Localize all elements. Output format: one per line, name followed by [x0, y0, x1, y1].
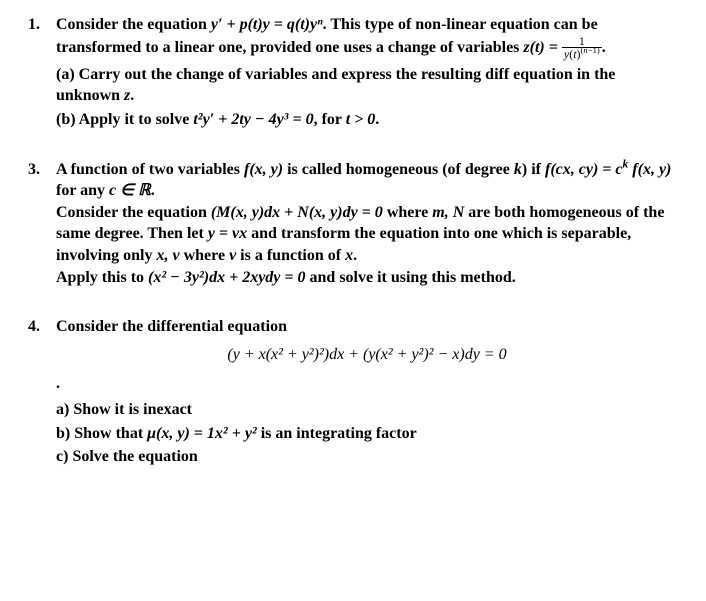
- equation: z(t) =: [523, 39, 561, 56]
- part-label: c): [56, 448, 68, 465]
- text: for any: [56, 182, 109, 199]
- part-label: (b): [56, 111, 76, 128]
- equation: (M(x, y)dx + N(x, y)dy = 0: [211, 204, 383, 221]
- dot: .: [56, 373, 678, 395]
- text: .: [375, 111, 379, 128]
- fraction: 1y(t)(n−1): [562, 35, 602, 61]
- text: is a function of: [236, 247, 345, 264]
- part-label: b): [56, 425, 70, 442]
- condition: t > 0: [346, 111, 376, 128]
- text: is an integrating factor: [257, 425, 417, 442]
- text: .: [151, 182, 155, 199]
- equation: y = vx: [208, 225, 247, 242]
- equation: y′ + p(t)y = q(t)yⁿ: [211, 16, 323, 33]
- problem-1-part-a: (a) Carry out the change of variables an…: [56, 64, 678, 107]
- equation: (x² − 3y²)dx + 2xydy = 0: [148, 269, 305, 286]
- text: and solve it using this method.: [306, 269, 516, 286]
- problem-4: 4. Consider the differential equation (y…: [28, 316, 678, 468]
- text: .: [353, 247, 357, 264]
- problem-1: 1. Consider the equation y′ + p(t)y = q(…: [28, 14, 678, 131]
- problem-1-intro: Consider the equation y′ + p(t)y = q(t)y…: [56, 16, 606, 56]
- problem-3-body: A function of two variables f(x, y) is c…: [56, 159, 678, 289]
- part-label: a): [56, 401, 69, 418]
- text: Show it is inexact: [69, 401, 192, 418]
- variable: x: [345, 247, 353, 264]
- text: , for: [314, 111, 346, 128]
- text: Show that: [70, 425, 147, 442]
- problem-4-part-a: a) Show it is inexact: [56, 399, 678, 421]
- page-body: 1. Consider the equation y′ + p(t)y = q(…: [0, 0, 706, 510]
- text: Apply this to: [56, 269, 148, 286]
- variable: m, N: [432, 204, 464, 221]
- text: A function of two variables: [56, 161, 244, 178]
- variable: x, v: [156, 247, 179, 264]
- problem-1-body: Consider the equation y′ + p(t)y = q(t)y…: [56, 14, 678, 131]
- problem-4-part-c: c) Solve the equation: [56, 446, 678, 468]
- problem-4-equation: (y + x(x² + y²)²)dx + (y(x² + y²)² − x)d…: [56, 344, 678, 366]
- variable: k: [514, 161, 522, 178]
- equation: f(x, y): [244, 161, 283, 178]
- text: where: [180, 247, 229, 264]
- problem-1-part-b: (b) Apply it to solve t²y′ + 2ty − 4y³ =…: [56, 109, 678, 131]
- text: where: [383, 204, 432, 221]
- text: ) if: [522, 161, 545, 178]
- problem-3-number: 3.: [28, 159, 56, 181]
- denominator: y(t)(n−1): [562, 47, 602, 61]
- equation: f(cx, cy) = ck f(x, y): [545, 161, 671, 178]
- problem-4-body: Consider the differential equation (y + …: [56, 316, 678, 468]
- problem-1-number: 1.: [28, 14, 56, 36]
- text: Consider the equation: [56, 204, 211, 221]
- text: Consider the equation: [56, 16, 211, 33]
- problem-4-number: 4.: [28, 316, 56, 338]
- text: Consider the differential equation: [56, 318, 287, 335]
- equation: (y + x(x² + y²)²)dx + (y(x² + y²)² − x)d…: [227, 346, 506, 363]
- part-label: (a): [56, 66, 75, 83]
- problem-4-part-b: b) Show that μ(x, y) = 1x² + y² is an in…: [56, 423, 678, 445]
- text: .: [602, 39, 606, 56]
- problem-3: 3. A function of two variables f(x, y) i…: [28, 159, 678, 289]
- equation: μ(x, y) = 1x² + y²: [147, 425, 257, 442]
- text: Solve the equation: [68, 448, 197, 465]
- equation: c ∈ ℝ: [109, 182, 151, 199]
- text: Apply it to solve: [76, 111, 194, 128]
- text: Carry out the change of variables and ex…: [56, 66, 615, 105]
- text: is called homogeneous (of degree: [283, 161, 514, 178]
- text: .: [130, 87, 134, 104]
- equation: t²y′ + 2ty − 4y³ = 0: [193, 111, 313, 128]
